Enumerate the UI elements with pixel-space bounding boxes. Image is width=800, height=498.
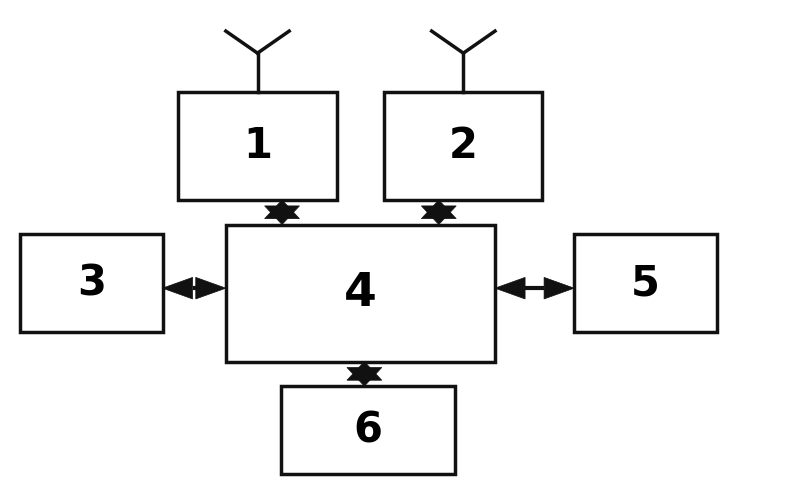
Text: 1: 1 xyxy=(243,125,272,167)
Bar xyxy=(574,235,717,332)
Polygon shape xyxy=(347,362,382,380)
Text: 6: 6 xyxy=(354,409,383,451)
Bar xyxy=(384,92,542,200)
Bar xyxy=(178,92,337,200)
Text: 5: 5 xyxy=(631,262,660,304)
Text: 2: 2 xyxy=(449,125,478,167)
Text: 3: 3 xyxy=(77,262,106,304)
Bar xyxy=(226,225,495,362)
Bar xyxy=(20,235,162,332)
Polygon shape xyxy=(544,277,574,299)
Polygon shape xyxy=(495,277,525,299)
Polygon shape xyxy=(196,277,226,299)
Polygon shape xyxy=(265,206,299,225)
Polygon shape xyxy=(347,368,382,386)
Text: 4: 4 xyxy=(344,270,377,316)
Bar xyxy=(282,386,455,474)
Polygon shape xyxy=(422,206,456,225)
Polygon shape xyxy=(265,200,299,219)
Polygon shape xyxy=(162,277,193,299)
Polygon shape xyxy=(422,200,456,219)
